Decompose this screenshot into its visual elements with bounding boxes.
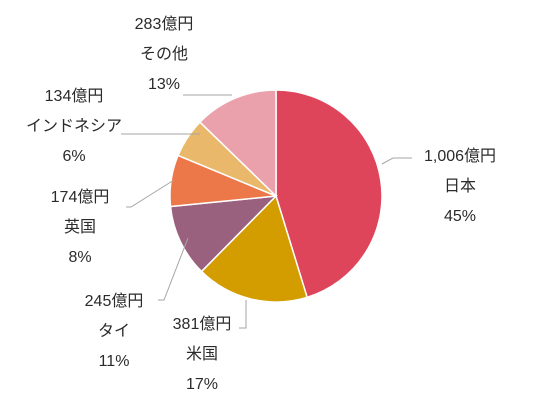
leader-line-2	[158, 237, 189, 301]
slice-label-percent-5: 13%	[148, 76, 180, 93]
leader-line-0	[381, 157, 412, 165]
slice-label-percent-2: 11%	[99, 353, 130, 370]
slice-label-percent-3: 8%	[68, 249, 91, 266]
slice-label-name-0: 日本	[444, 177, 476, 195]
slice-label-amount-3: 174億円	[51, 188, 110, 206]
leader-line-3	[126, 179, 175, 208]
slice-label-name-3: 英国	[64, 218, 96, 236]
leader-line-1	[239, 300, 247, 329]
pie-slice-5	[198, 89, 277, 198]
slice-label-amount-2: 245億円	[85, 292, 144, 310]
pie-slice-1	[200, 194, 309, 303]
pie-slices	[169, 89, 383, 303]
slice-label-percent-0: 45%	[444, 208, 476, 225]
slice-label-amount-5: 283億円	[135, 15, 194, 33]
slice-label-amount-4: 134億円	[45, 87, 104, 105]
slice-label-percent-4: 6%	[62, 148, 85, 165]
pie-slice-2	[169, 195, 278, 273]
pie-slice-0	[275, 89, 383, 299]
slice-label-name-1: 米国	[186, 345, 218, 363]
slice-label-amount-0: 1,006億円	[424, 147, 496, 165]
slice-label-name-4: インドネシア	[26, 117, 122, 135]
leader-lines	[121, 94, 412, 329]
slice-label-amount-1: 381億円	[173, 315, 232, 333]
slice-label-name-5: その他	[140, 45, 188, 63]
slice-label-percent-1: 17%	[186, 376, 218, 393]
slice-label-name-2: タイ	[98, 322, 130, 340]
